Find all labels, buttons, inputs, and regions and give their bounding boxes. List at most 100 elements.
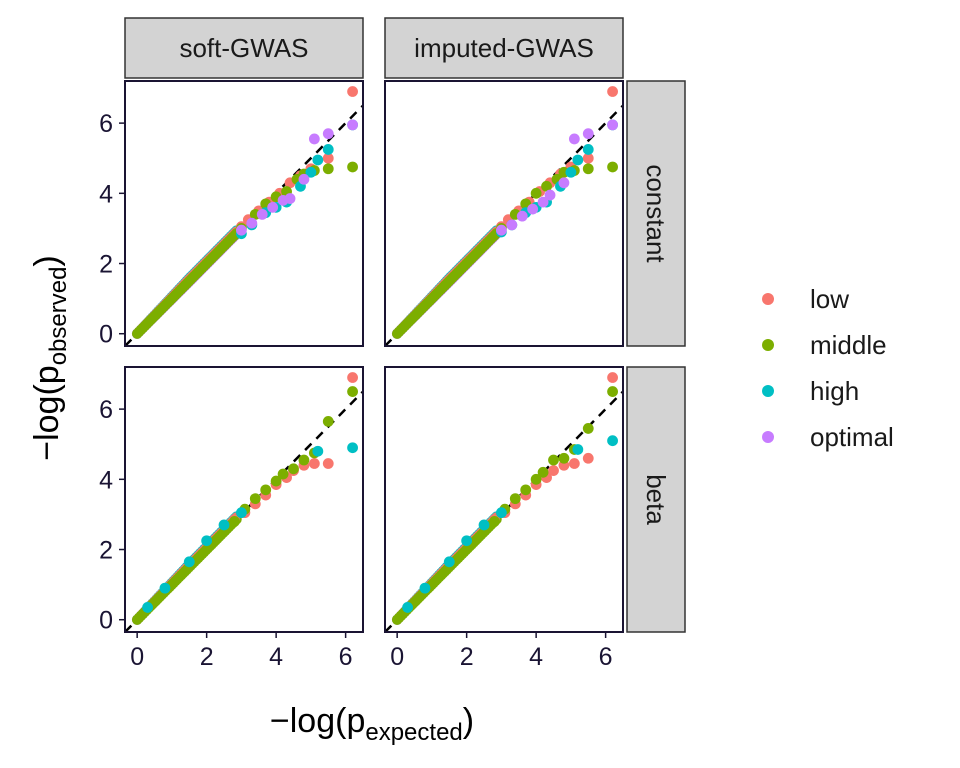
point-high xyxy=(582,144,594,155)
point-high xyxy=(607,435,618,447)
y-axis-title: −log(pobserved) xyxy=(28,255,72,461)
x-tick-label: 6 xyxy=(339,643,353,671)
point-low xyxy=(548,465,559,476)
strip-constant xyxy=(626,80,686,347)
point-middle xyxy=(277,468,289,480)
point-optimal xyxy=(495,224,507,236)
point-high xyxy=(402,602,413,613)
strip-label-soft-gwas: soft-GWAS xyxy=(179,33,308,63)
point-low xyxy=(568,458,580,469)
strip-label-beta: beta xyxy=(641,474,671,525)
x-tick-label: 4 xyxy=(529,643,543,671)
legend-label-middle: middle xyxy=(810,330,887,360)
point-high xyxy=(572,444,584,455)
point-optimal xyxy=(607,119,618,131)
legend-swatch-middle xyxy=(762,339,774,351)
x-tick-label: 0 xyxy=(390,643,404,671)
y-tick-label: 4 xyxy=(99,466,113,494)
y-tick-label: 6 xyxy=(99,396,113,424)
point-high xyxy=(419,582,431,594)
point-optimal xyxy=(537,196,549,208)
strip-soft-gwas xyxy=(124,17,364,79)
legend-swatch-optimal xyxy=(762,431,774,443)
point-high xyxy=(461,535,473,547)
x-tick-label: 4 xyxy=(269,643,283,671)
strip-label-constant: constant xyxy=(641,164,671,263)
panel-border xyxy=(384,366,624,633)
x-axis-title: −log(pexpected) xyxy=(270,702,474,746)
point-high xyxy=(495,507,507,519)
point-middle xyxy=(322,416,334,427)
x-tick-label: 2 xyxy=(200,643,214,671)
point-high xyxy=(347,442,358,454)
legend-label-low: low xyxy=(810,284,849,314)
point-middle xyxy=(537,466,549,478)
point-high xyxy=(312,154,324,166)
legend-swatch-high xyxy=(762,385,774,397)
point-middle xyxy=(322,163,334,175)
legend-swatch-low xyxy=(762,293,774,305)
legend: low middle high optimal xyxy=(762,284,894,452)
point-low xyxy=(347,372,358,383)
panel-soft-gwas-constant xyxy=(124,80,364,347)
point-low xyxy=(308,458,320,469)
point-middle xyxy=(541,180,552,192)
point-optimal xyxy=(527,203,539,215)
panel-border xyxy=(124,80,364,347)
point-optimal xyxy=(568,133,580,145)
point-optimal xyxy=(308,133,320,145)
point-middle xyxy=(229,516,240,527)
point-optimal xyxy=(246,217,258,229)
facet-panels xyxy=(124,80,624,633)
point-high xyxy=(478,519,490,531)
y-tick-label: 2 xyxy=(99,251,113,279)
point-optimal xyxy=(347,119,358,131)
panel-soft-gwas-beta xyxy=(124,366,364,633)
point-middle xyxy=(347,386,358,397)
x-tick-label: 0 xyxy=(130,643,144,671)
point-high xyxy=(235,507,247,519)
panel-imputed-gwas-constant xyxy=(384,80,624,347)
point-middle xyxy=(607,161,618,173)
panel-imputed-gwas-beta xyxy=(384,366,624,633)
legend-label-high: high xyxy=(810,376,859,406)
point-low xyxy=(607,86,618,97)
axes: 0 2 4 6 0 2 4 6 0 2 4 6 0 2 4 6 −log(pexpected) −log(pobs… xyxy=(28,110,613,746)
point-middle xyxy=(548,454,559,466)
point-optimal xyxy=(544,189,556,201)
point-high xyxy=(572,154,584,166)
x-tick-label: 6 xyxy=(599,643,613,671)
y-tick-label: 4 xyxy=(99,180,113,208)
legend-label-optimal: optimal xyxy=(810,422,894,452)
point-middle xyxy=(558,452,570,464)
point-middle xyxy=(530,187,542,199)
point-optimal xyxy=(506,219,518,231)
point-low xyxy=(582,452,594,464)
point-middle xyxy=(298,454,310,466)
point-middle xyxy=(249,493,261,505)
point-high xyxy=(565,166,577,178)
point-high xyxy=(305,166,317,178)
point-low xyxy=(607,372,618,383)
point-middle xyxy=(288,463,299,475)
point-high xyxy=(443,556,455,568)
point-middle xyxy=(582,423,594,434)
point-middle xyxy=(520,484,532,496)
point-low xyxy=(322,152,334,164)
y-tick-label: 6 xyxy=(99,110,113,138)
x-tick-label: 2 xyxy=(460,643,474,671)
point-middle xyxy=(530,473,542,485)
strip-beta xyxy=(626,366,686,633)
point-low xyxy=(582,152,594,164)
point-middle xyxy=(607,386,618,397)
point-optimal xyxy=(558,177,570,189)
point-high xyxy=(218,519,230,531)
point-optimal xyxy=(256,208,268,220)
point-low xyxy=(347,86,358,97)
point-optimal xyxy=(516,210,528,222)
panel-border xyxy=(384,80,624,347)
point-optimal xyxy=(582,128,594,140)
y-tick-label: 0 xyxy=(99,321,113,349)
point-high xyxy=(312,445,324,457)
